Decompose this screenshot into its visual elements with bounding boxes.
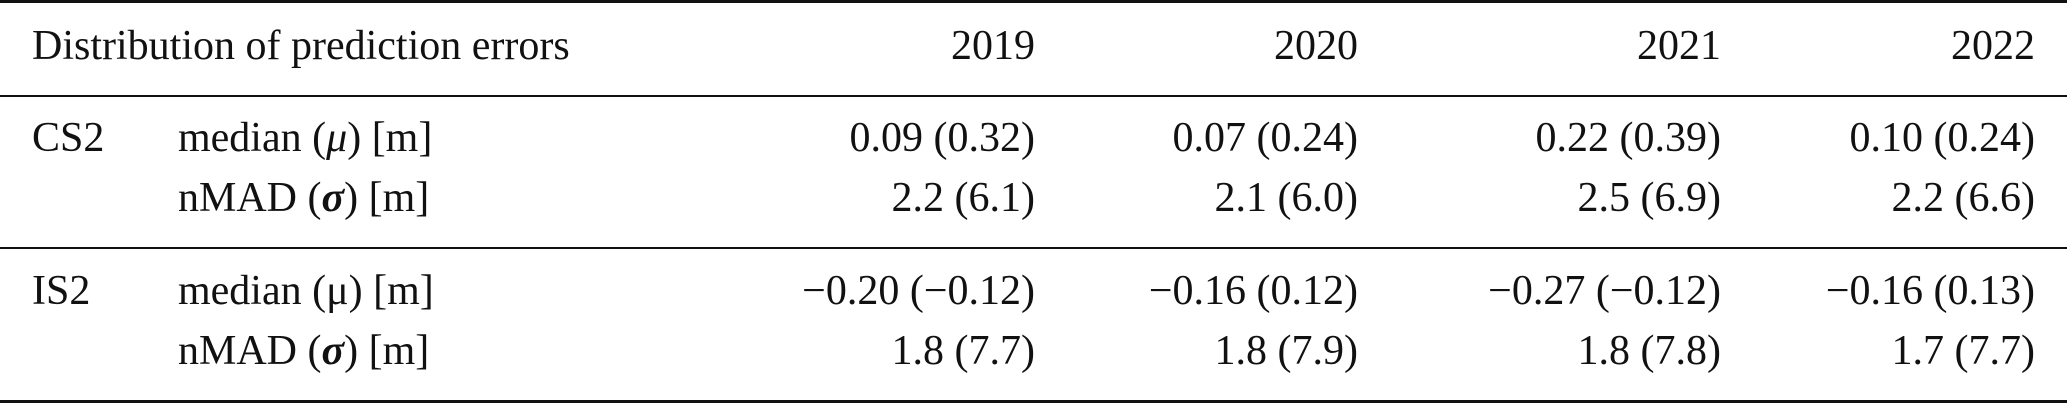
sigma-symbol: σ	[321, 175, 345, 221]
header-year-2021: 2021	[1637, 23, 1721, 69]
group-label-cs2: CS2	[32, 115, 105, 161]
measure-suffix: ) [m]	[344, 328, 430, 374]
mu-symbol: μ	[326, 115, 348, 161]
measure-label-cs2-nmad: nMAD (σ) [m]	[178, 173, 429, 223]
measure-suffix: ) [m]	[348, 268, 434, 314]
mu-symbol: μ	[326, 268, 349, 314]
measure-suffix: ) [m]	[347, 115, 433, 161]
table-cell: −0.16 (0.13)	[1825, 268, 2035, 314]
measure-prefix: median (	[178, 268, 327, 314]
header-year-2022: 2022	[1951, 23, 2035, 69]
measure-prefix: median (	[178, 115, 327, 161]
measure-label-is2-median: median (μ) [m]	[178, 266, 434, 316]
table-cell: 2.5 (6.9)	[1577, 175, 1721, 221]
measure-prefix: nMAD (	[178, 328, 322, 374]
measure-prefix: nMAD (	[178, 175, 322, 221]
top-rule	[0, 0, 2067, 3]
table-cell: 1.8 (7.9)	[1214, 328, 1358, 374]
table-cell: −0.16 (0.12)	[1148, 268, 1358, 314]
table-cell: −0.20 (−0.12)	[802, 268, 1035, 314]
table-cell: −0.27 (−0.12)	[1488, 268, 1721, 314]
header-rule	[0, 95, 2067, 97]
bottom-rule	[0, 400, 2067, 403]
measure-label-cs2-median: median (μ) [m]	[178, 113, 432, 163]
header-label: Distribution of prediction errors	[32, 23, 570, 69]
table-cell: 2.2 (6.6)	[1891, 175, 2035, 221]
table-cell: 0.07 (0.24)	[1172, 115, 1358, 161]
measure-label-is2-nmad: nMAD (σ) [m]	[178, 326, 429, 376]
group-separator-rule	[0, 247, 2067, 249]
table-cell: 1.8 (7.7)	[891, 328, 1035, 374]
header-year-2020: 2020	[1274, 23, 1358, 69]
header-year-2019: 2019	[951, 23, 1035, 69]
sigma-symbol: σ	[321, 328, 345, 374]
table-cell: 1.8 (7.8)	[1577, 328, 1721, 374]
table-cell: 1.7 (7.7)	[1891, 328, 2035, 374]
table-cell: 0.22 (0.39)	[1535, 115, 1721, 161]
group-label-is2: IS2	[32, 268, 91, 314]
table-cell: 2.1 (6.0)	[1214, 175, 1358, 221]
table-cell: 0.10 (0.24)	[1849, 115, 2035, 161]
measure-suffix: ) [m]	[344, 175, 430, 221]
table-cell: 0.09 (0.32)	[849, 115, 1035, 161]
table-cell: 2.2 (6.1)	[891, 175, 1035, 221]
